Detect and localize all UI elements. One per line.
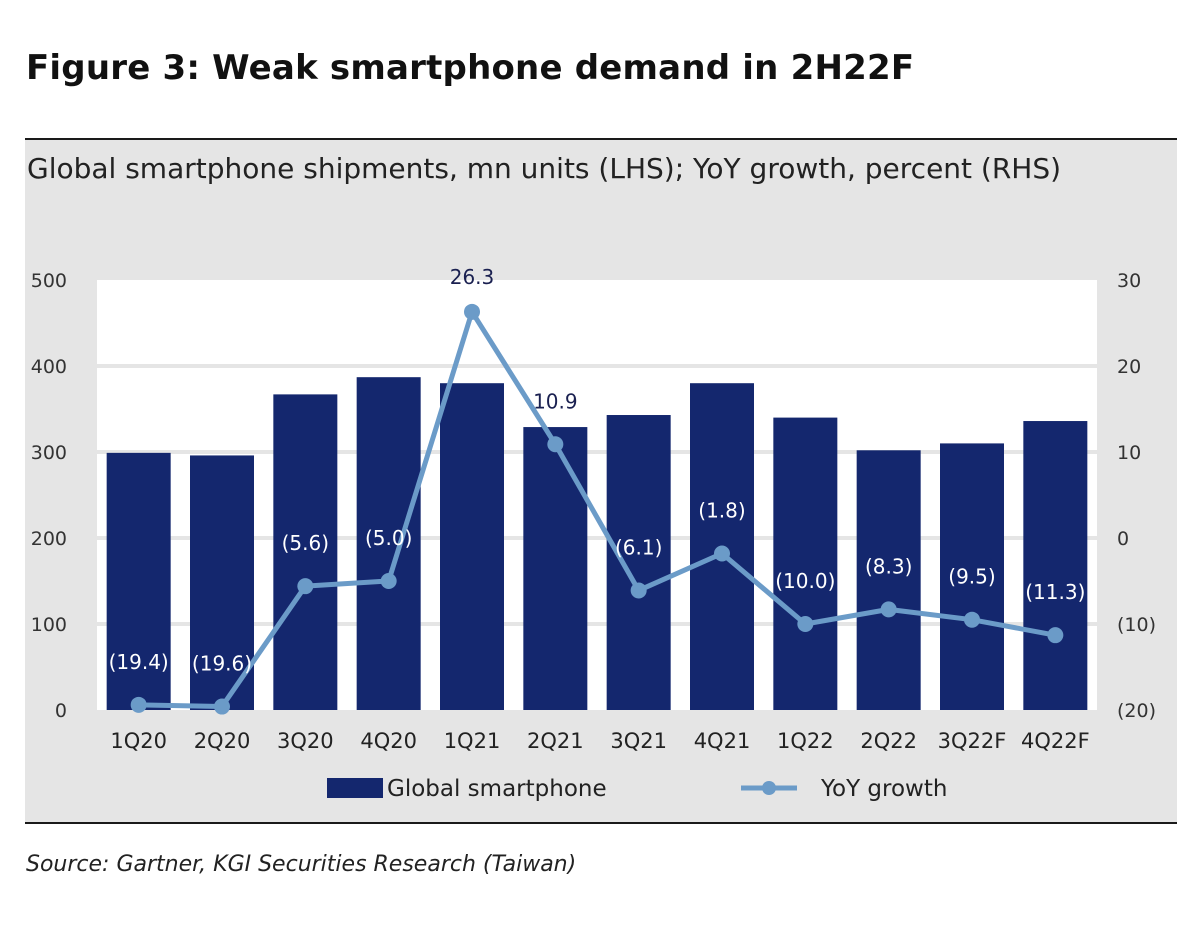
figure-title: Figure 3: Weak smartphone demand in 2H22… <box>26 48 915 88</box>
yoy-growth-line <box>138 309 1056 710</box>
legend-line-marker <box>762 781 776 795</box>
yoy-data-label: (10.0) <box>775 569 835 593</box>
x-tick-label: 1Q22 <box>777 729 834 753</box>
bar-4q20 <box>356 377 421 710</box>
x-tick-label: 2Q20 <box>194 729 251 753</box>
yoy-point-3q22f <box>964 611 980 628</box>
x-tick-label: 4Q22F <box>1021 729 1090 753</box>
bar-2q21 <box>523 427 588 710</box>
bar-4q22f <box>1023 421 1088 710</box>
bar-2q20 <box>190 455 254 710</box>
chart-panel: Global smartphone shipments, mn units (L… <box>25 138 1177 824</box>
legend-label-bars: Global smartphone <box>387 776 607 802</box>
y-left-tick-label: 0 <box>55 700 67 722</box>
yoy-point-2q22 <box>880 601 897 618</box>
x-tick-label: 3Q21 <box>610 729 667 753</box>
yoy-data-label: (19.4) <box>109 650 169 674</box>
bar-1q22 <box>773 417 838 710</box>
yoy-point-1q20 <box>130 696 147 713</box>
yoy-point-4q21 <box>714 545 730 562</box>
yoy-point-1q22 <box>797 616 814 632</box>
y-right-tick-label: 20 <box>1117 356 1141 378</box>
bar-1q21 <box>440 383 504 710</box>
y-right-tick-label: 10 <box>1117 442 1141 464</box>
legend-bar-swatch <box>327 778 383 798</box>
x-tick-label: 2Q21 <box>527 729 584 753</box>
yoy-data-label: (19.6) <box>192 652 252 676</box>
bar-1q20 <box>106 452 171 710</box>
yoy-data-label: 10.9 <box>533 389 578 413</box>
y-left-tick-label: 500 <box>31 270 67 292</box>
y-left-tick-label: 100 <box>31 614 67 636</box>
yoy-data-label: (11.3) <box>1025 580 1085 604</box>
yoy-data-label: (1.8) <box>698 498 745 522</box>
yoy-point-2q21 <box>547 436 564 453</box>
bar-3q22f <box>940 443 1004 710</box>
x-tick-label: 4Q20 <box>360 729 417 753</box>
y-right-tick-label: (10) <box>1117 614 1156 636</box>
chart-svg: 0 100 200 300 400 500 (20) (10) 0 10 20 30 1Q20 2Q20 3… <box>31 265 1156 802</box>
yoy-data-label: (5.0) <box>365 526 412 550</box>
x-tick-label: 2Q22 <box>860 729 917 753</box>
y-left-tick-label: 300 <box>31 442 67 464</box>
source-note: Source: Gartner, KGI Securities Research… <box>26 852 577 877</box>
yoy-data-label: (9.5) <box>948 565 995 589</box>
x-tick-label: 3Q22F <box>938 729 1007 753</box>
bar-3q21 <box>606 415 671 710</box>
bar-3q20 <box>273 394 338 710</box>
y-left-tick-label: 200 <box>31 528 67 550</box>
legend-label-line: YoY growth <box>820 776 947 802</box>
x-tick-label: 1Q21 <box>444 729 501 753</box>
yoy-point-3q20 <box>297 578 314 595</box>
yoy-data-label: (8.3) <box>865 554 912 578</box>
yoy-point-3q21 <box>630 582 647 599</box>
x-tick-label: 1Q20 <box>110 729 167 753</box>
bar-2q22 <box>856 450 921 710</box>
yoy-data-label: (6.1) <box>615 535 662 559</box>
yoy-point-2q20 <box>214 698 230 715</box>
yoy-point-4q20 <box>380 573 397 589</box>
x-tick-label: 3Q20 <box>277 729 334 753</box>
y-right-tick-label: 0 <box>1117 528 1129 550</box>
y-right-tick-label: 30 <box>1117 270 1141 292</box>
plot-area <box>97 280 1097 710</box>
yoy-data-label: (5.6) <box>282 531 329 555</box>
y-left-tick-label: 400 <box>31 356 67 378</box>
yoy-point-4q22f <box>1047 627 1064 644</box>
yoy-data-label: 26.3 <box>450 265 495 289</box>
y-right-tick-label: (20) <box>1117 700 1156 722</box>
yoy-point-1q21 <box>464 303 480 320</box>
chart-subtitle: Global smartphone shipments, mn units (L… <box>27 152 1062 185</box>
x-tick-label: 4Q21 <box>694 729 751 753</box>
